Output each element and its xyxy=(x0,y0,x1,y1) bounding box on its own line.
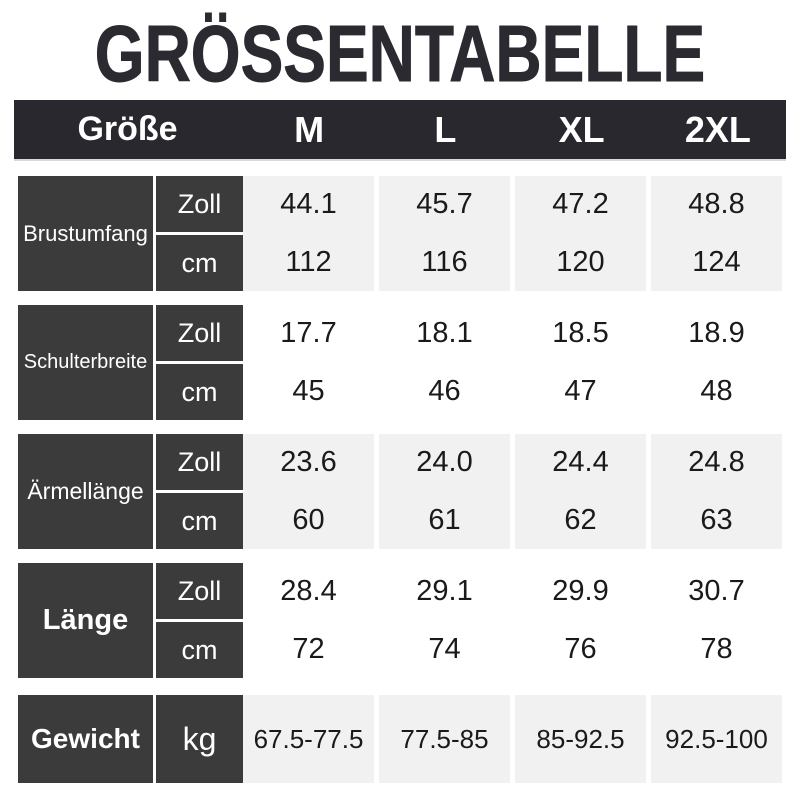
measurement-row: Länge Zoll cm 28.4 72 29.1 74 29.9 76 30.7 78 xyxy=(18,563,782,678)
unit-kg-cell: kg xyxy=(156,695,243,783)
value-column: 18.9 48 xyxy=(651,305,782,420)
weight-value: 92.5-100 xyxy=(651,695,782,783)
zoll-value: 24.0 xyxy=(416,446,473,479)
zoll-value: 29.1 xyxy=(416,575,473,608)
header-size-2xl: 2XL xyxy=(684,108,751,150)
value-column: 44.1 112 xyxy=(243,176,374,291)
table-body: Brustumfang Zoll cm 44.1 112 45.7 116 47.2 120 48… xyxy=(18,176,782,783)
cm-value: 61 xyxy=(428,503,461,536)
unit-cm-cell: cm xyxy=(156,364,243,420)
unit-zoll-cell: Zoll xyxy=(156,176,243,232)
cm-value: 72 xyxy=(292,632,325,665)
weight-value: 85-92.5 xyxy=(515,695,646,783)
value-column: 18.1 46 xyxy=(379,305,510,420)
zoll-value: 24.4 xyxy=(552,446,609,479)
header-size-l: L xyxy=(434,108,457,150)
row-label: Ärmellänge xyxy=(18,434,153,549)
value-column: 24.4 62 xyxy=(515,434,646,549)
measurement-row: Ärmellänge Zoll cm 23.6 60 24.0 61 24.4 62 24.8 63 xyxy=(18,434,782,549)
unit-column: Zoll cm xyxy=(156,434,243,549)
zoll-value: 29.9 xyxy=(552,575,609,608)
cm-value: 46 xyxy=(428,374,461,407)
weight-row: Gewicht kg 67.5-77.5 77.5-85 85-92.5 92.5-100 xyxy=(18,695,782,783)
value-column: 30.7 78 xyxy=(651,563,782,678)
zoll-value: 18.9 xyxy=(688,317,745,350)
row-label: Schulterbreite xyxy=(18,305,153,420)
value-column: 48.8 124 xyxy=(651,176,782,291)
cm-value: 76 xyxy=(564,632,597,665)
cm-value: 48 xyxy=(700,374,733,407)
value-column: 29.9 76 xyxy=(515,563,646,678)
unit-cm-cell: cm xyxy=(156,622,243,678)
value-column: 18.5 47 xyxy=(515,305,646,420)
unit-zoll-cell: Zoll xyxy=(156,434,243,490)
cm-value: 78 xyxy=(700,632,733,665)
cm-value: 47 xyxy=(564,374,597,407)
cm-value: 62 xyxy=(564,503,597,536)
row-label: Länge xyxy=(18,563,153,678)
cm-value: 74 xyxy=(428,632,461,665)
cm-value: 60 xyxy=(292,503,325,536)
value-column: 45.7 116 xyxy=(379,176,510,291)
measurement-row: Brustumfang Zoll cm 44.1 112 45.7 116 47.2 120 48… xyxy=(18,176,782,291)
zoll-value: 18.5 xyxy=(552,317,609,350)
value-column: 24.8 63 xyxy=(651,434,782,549)
weight-value: 77.5-85 xyxy=(379,695,510,783)
value-column: 23.6 60 xyxy=(243,434,374,549)
cm-value: 124 xyxy=(692,245,741,278)
value-column: 29.1 74 xyxy=(379,563,510,678)
cm-value: 45 xyxy=(292,374,325,407)
header-size-xl: XL xyxy=(558,108,605,150)
unit-cm-cell: cm xyxy=(156,235,243,291)
zoll-value: 44.1 xyxy=(280,188,337,221)
unit-column: Zoll cm xyxy=(156,176,243,291)
unit-column: Zoll cm xyxy=(156,563,243,678)
zoll-value: 24.8 xyxy=(688,446,745,479)
zoll-value: 48.8 xyxy=(688,188,745,221)
zoll-value: 45.7 xyxy=(416,188,473,221)
unit-zoll-cell: Zoll xyxy=(156,563,243,619)
table-header-row: Größe M L XL 2XL xyxy=(14,100,786,161)
cm-value: 120 xyxy=(556,245,605,278)
unit-zoll-cell: Zoll xyxy=(156,305,243,361)
zoll-value: 18.1 xyxy=(416,317,473,350)
zoll-value: 28.4 xyxy=(280,575,337,608)
row-label: Brustumfang xyxy=(18,176,153,291)
header-size-m: M xyxy=(294,108,325,150)
value-column: 28.4 72 xyxy=(243,563,374,678)
zoll-value: 23.6 xyxy=(280,446,337,479)
cm-value: 116 xyxy=(421,245,468,278)
row-label: Gewicht xyxy=(18,695,153,783)
page-title: GRÖSSENTABELLE xyxy=(94,9,706,98)
zoll-value: 17.7 xyxy=(280,317,337,350)
unit-cm-cell: cm xyxy=(156,493,243,549)
value-column: 17.7 45 xyxy=(243,305,374,420)
measurement-row: Schulterbreite Zoll cm 17.7 45 18.1 46 18.5 47 18… xyxy=(18,305,782,420)
cm-value: 63 xyxy=(700,503,733,536)
header-size-columns: M L XL 2XL xyxy=(241,100,786,159)
cm-value: 112 xyxy=(285,245,332,278)
zoll-value: 30.7 xyxy=(688,575,745,608)
value-column: 47.2 120 xyxy=(515,176,646,291)
weight-value: 67.5-77.5 xyxy=(243,695,374,783)
zoll-value: 47.2 xyxy=(552,188,609,221)
value-column: 24.0 61 xyxy=(379,434,510,549)
unit-column: Zoll cm xyxy=(156,305,243,420)
header-size-label: Größe xyxy=(77,110,178,148)
